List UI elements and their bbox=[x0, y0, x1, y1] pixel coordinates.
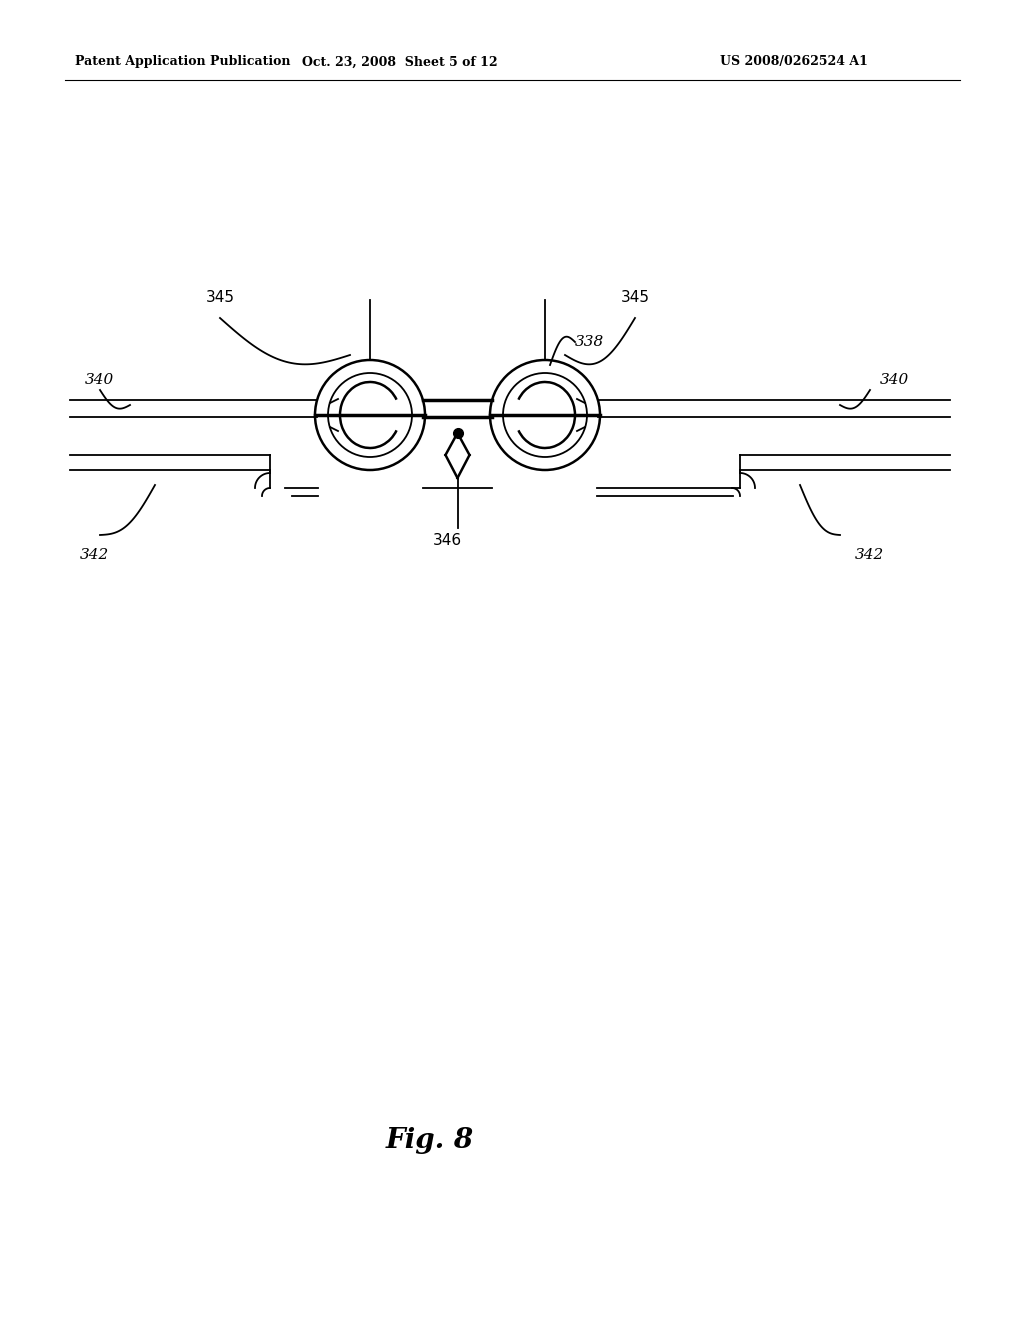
Text: 338: 338 bbox=[575, 335, 604, 348]
Text: US 2008/0262524 A1: US 2008/0262524 A1 bbox=[720, 55, 868, 69]
Text: 345: 345 bbox=[206, 290, 234, 305]
Text: 342: 342 bbox=[855, 548, 885, 562]
Text: 340: 340 bbox=[85, 374, 115, 387]
Text: Fig. 8: Fig. 8 bbox=[386, 1126, 474, 1154]
Text: 342: 342 bbox=[80, 548, 110, 562]
Text: 346: 346 bbox=[433, 533, 462, 548]
Text: 340: 340 bbox=[880, 374, 909, 387]
Text: Oct. 23, 2008  Sheet 5 of 12: Oct. 23, 2008 Sheet 5 of 12 bbox=[302, 55, 498, 69]
Text: 345: 345 bbox=[621, 290, 649, 305]
Text: Patent Application Publication: Patent Application Publication bbox=[75, 55, 291, 69]
